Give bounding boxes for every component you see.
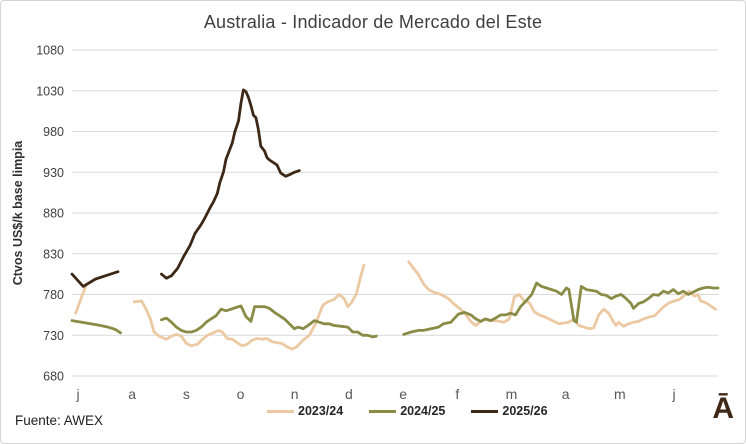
source-note: Fuente: AWEX [15, 413, 104, 428]
legend-item-2025-26: 2025/26 [471, 404, 548, 418]
x-axis-month-tick: m [614, 386, 626, 402]
x-axis-month-tick: e [399, 386, 407, 402]
brand-watermark-logo: Ā [712, 392, 734, 425]
y-axis-tick: 1030 [36, 84, 64, 98]
series-line-2024-25 [402, 281, 720, 336]
y-axis-tick: 730 [43, 329, 64, 343]
series-line-2023-24 [74, 284, 88, 315]
legend-item-2024-25: 2024/25 [369, 404, 445, 418]
series-line-2023-24 [132, 263, 366, 351]
y-axis-tick: 680 [43, 370, 64, 384]
y-axis-tick: 980 [43, 125, 64, 139]
x-axis-month-tick: o [237, 386, 245, 402]
series-line-2025-26 [159, 88, 301, 280]
chart-title: Australia - Indicador de Mercado del Est… [203, 12, 543, 32]
chart-legend: 2023/24 2024/25 2025/26 [267, 404, 548, 418]
x-axis-month-tick: m [506, 386, 518, 402]
y-axis-tick: 880 [43, 207, 64, 221]
legend-swatch-icon [267, 409, 294, 413]
y-axis-tick: 930 [43, 166, 64, 180]
legend-swatch-icon [369, 409, 397, 413]
series-line-2024-25 [70, 319, 122, 335]
x-axis-month-tick: j [75, 386, 79, 402]
legend-label: 2023/24 [298, 404, 344, 418]
x-axis-month-tick: n [291, 386, 299, 402]
x-axis-month-tick: f [455, 386, 459, 402]
legend-label: 2025/26 [502, 404, 548, 418]
x-axis-month-tick: s [183, 386, 190, 402]
legend-label: 2024/25 [400, 404, 446, 418]
x-axis-month-tick: a [128, 386, 136, 402]
series-line-2025-26 [70, 270, 120, 288]
x-axis-month-tick: a [562, 386, 570, 402]
legend-item-2023-24: 2023/24 [267, 404, 343, 418]
y-axis-tick: 1080 [36, 44, 64, 58]
series-line-2023-24 [407, 260, 717, 331]
y-axis-tick: 830 [43, 247, 64, 261]
x-axis-month-tick: j [671, 386, 675, 402]
legend-swatch-icon [471, 409, 499, 413]
x-axis-month-tick: d [345, 386, 353, 402]
series-line-2024-25 [159, 304, 378, 339]
y-axis-tick: 780 [43, 288, 64, 302]
